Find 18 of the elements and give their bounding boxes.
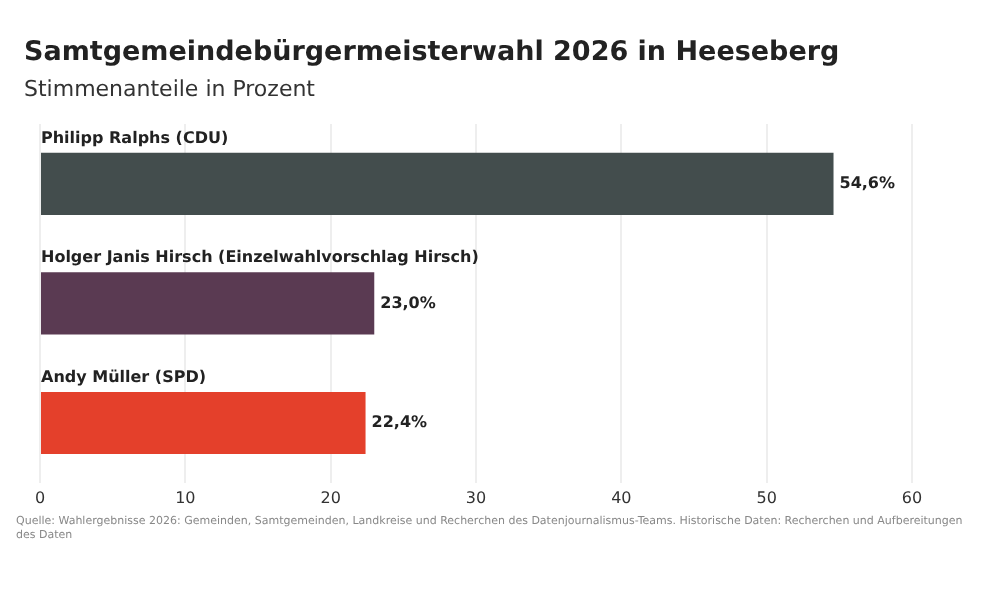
data-label: 23,0%: [380, 293, 436, 312]
y-tick-label: Andy Müller (SPD): [41, 368, 206, 387]
data-label: 54,6%: [839, 173, 896, 192]
x-tick-label: 10: [175, 488, 196, 507]
data-label: 22,4%: [371, 413, 428, 432]
y-tick-label: Holger Janis Hirsch (Einzelwahlvorschlag Hirsch): [41, 248, 479, 267]
bar: [41, 152, 834, 215]
bar: [41, 391, 366, 455]
x-tick-label: 30: [465, 488, 487, 507]
x-tick-label: 40: [611, 488, 632, 507]
bar: [41, 272, 375, 335]
y-tick-label: Philipp Ralphs (CDU): [41, 128, 229, 147]
x-tick-label: 60: [901, 488, 923, 507]
chart-subtitle: Stimmenanteile in Prozent: [24, 76, 315, 102]
x-tick-label: 50: [756, 488, 777, 507]
chart-title: Samtgemeindebürgermeisterwahl 2026 in Heeseberg: [24, 36, 840, 68]
x-tick-label: 0: [34, 488, 46, 507]
x-tick-label: 20: [320, 488, 341, 507]
